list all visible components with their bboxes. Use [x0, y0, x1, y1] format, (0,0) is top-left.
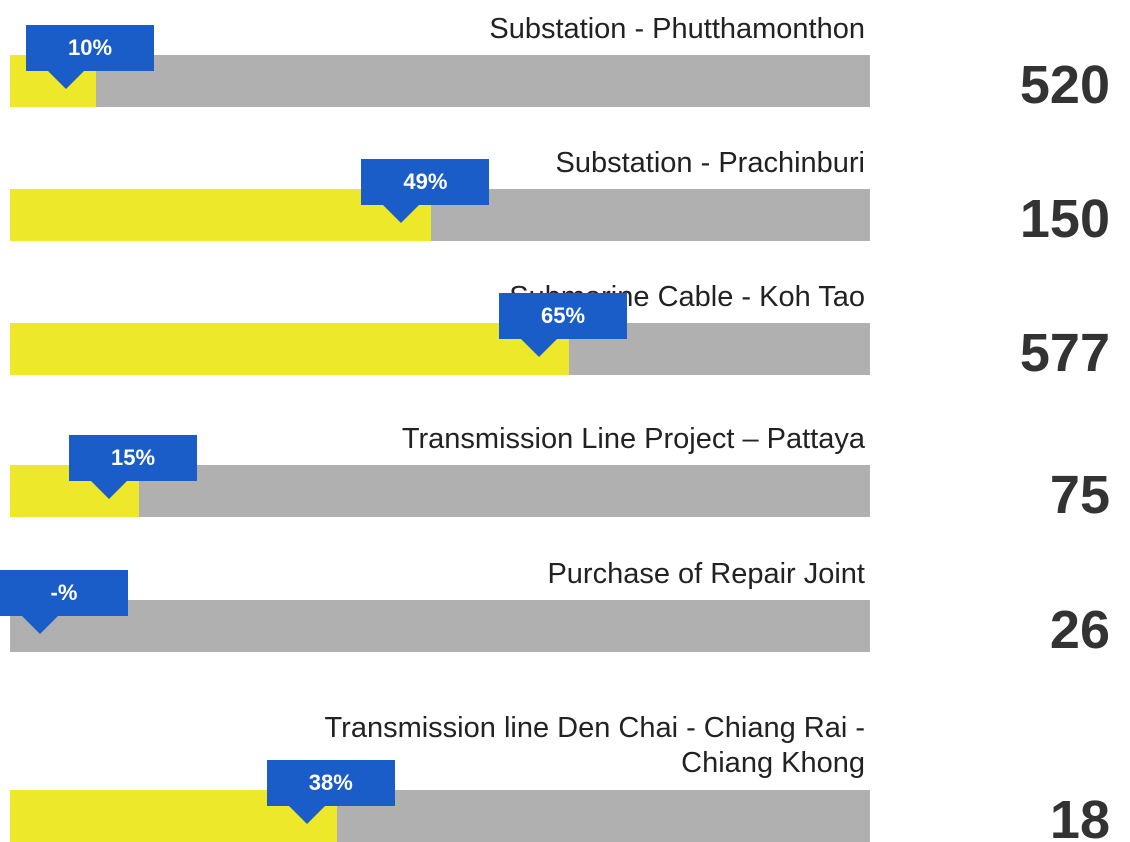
callout: 38% — [266, 760, 395, 806]
total: 520 — [1019, 55, 1110, 115]
total: 75 — [1049, 465, 1110, 525]
track — [10, 600, 870, 652]
callout: 49% — [361, 159, 490, 205]
total: 18 — [1049, 790, 1110, 842]
callout-pointer — [22, 616, 58, 634]
row-label: Substation - Phutthamonthon — [489, 13, 865, 45]
callout-pointer — [288, 806, 325, 824]
callout-pointer — [48, 71, 84, 89]
row-label: Transmission line Den Chai - Chiang Rai … — [324, 712, 865, 780]
total: 26 — [1049, 600, 1110, 660]
callout-pointer — [91, 481, 127, 499]
row-label: Substation - Prachinburi — [555, 147, 866, 179]
total: 150 — [1019, 189, 1110, 249]
progress-fill — [10, 323, 569, 375]
row-label: Purchase of Repair Joint — [547, 558, 865, 590]
total: 577 — [1019, 323, 1110, 383]
callout-pointer — [383, 205, 420, 223]
row-label: Transmission Line Project – Pattaya — [401, 423, 865, 455]
callout: 65% — [499, 293, 627, 339]
callout: 15% — [69, 435, 197, 481]
callout-pointer — [521, 339, 557, 357]
callout: 10% — [26, 25, 154, 71]
callout: -% — [0, 570, 128, 616]
progress-fill — [10, 189, 432, 241]
